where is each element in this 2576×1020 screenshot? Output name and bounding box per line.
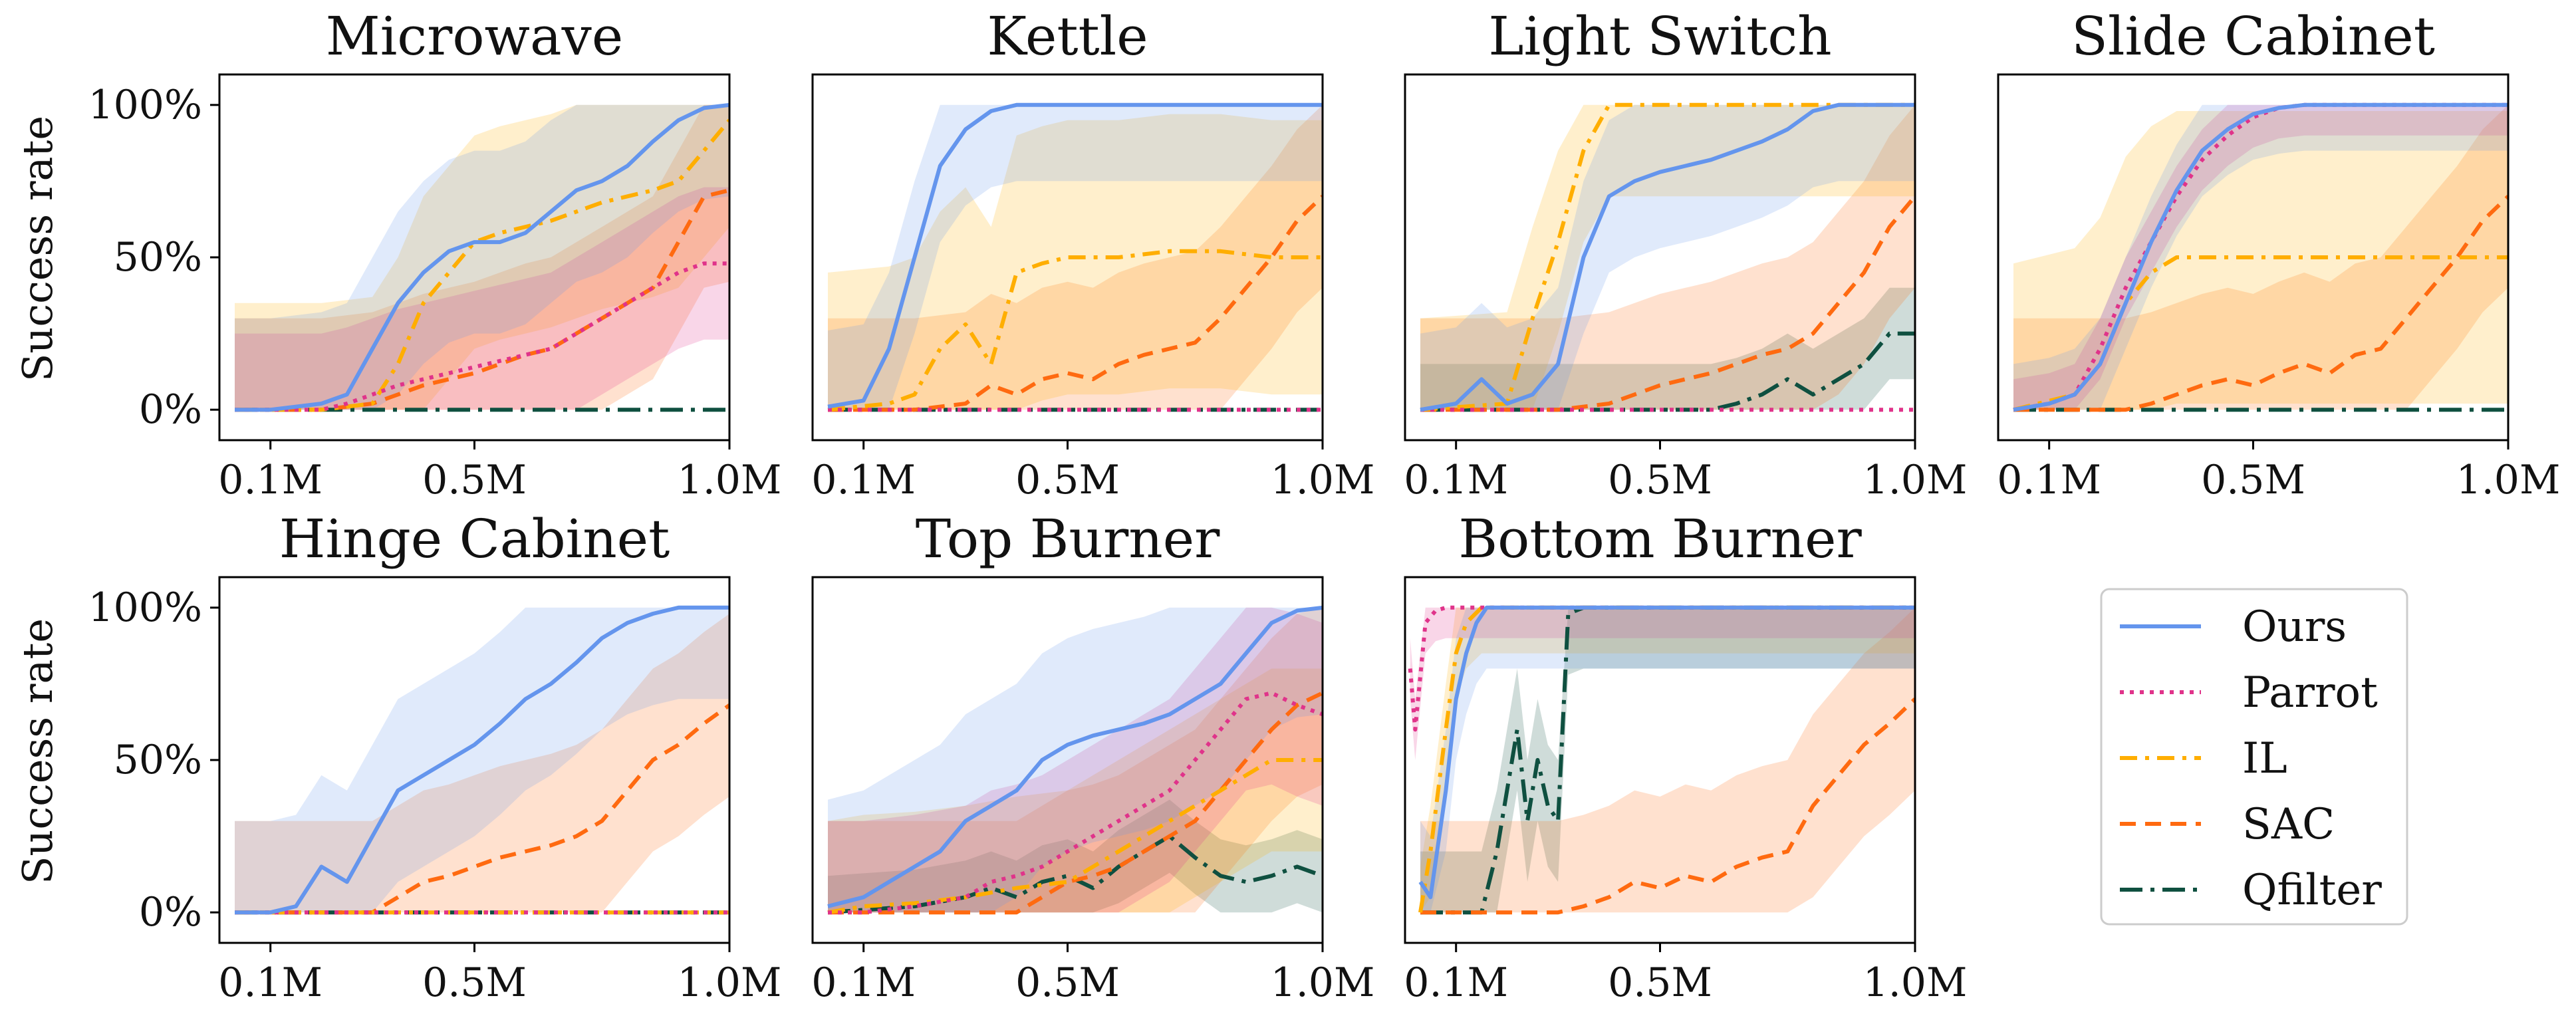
band-il (2013, 111, 2508, 410)
chart-title: Slide Cabinet (2071, 5, 2435, 67)
y-tick-label: 100% (88, 82, 202, 128)
legend-label-qfilter: Qfilter (2242, 866, 2382, 915)
x-tick-label: 0.1M (1997, 457, 2101, 503)
x-tick-label: 1.0M (1271, 959, 1375, 1006)
band-ours (828, 104, 1323, 410)
y-tick-label: 50% (114, 234, 202, 281)
series-line-il (235, 118, 729, 412)
x-tick-label: 0.5M (1608, 959, 1712, 1006)
band-parrot (235, 187, 729, 410)
x-tick-label: 0.1M (218, 457, 322, 503)
series-line-ours (235, 102, 729, 412)
x-tick-label: 0.5M (2201, 457, 2305, 503)
x-tick-label: 0.1M (811, 457, 916, 503)
subplot-top-burner: Top Burner 0.1M 0.5M 1.0M (811, 508, 1374, 1006)
band-il (1420, 104, 1915, 410)
series-line-parrot (235, 261, 729, 412)
legend-label-ours: Ours (2242, 602, 2347, 652)
x-tick-label: 1.0M (2456, 457, 2561, 503)
band-ours (235, 607, 729, 913)
subplot-kettle: Kettle 0.1M 0.5M 1.0M (811, 5, 1374, 503)
y-tick-label: 0% (139, 386, 202, 433)
subplot-slide-cabinet: Slide Cabinet 0.1M 0.5M 1.0M (1997, 5, 2560, 503)
plot-area (2013, 102, 2508, 412)
series-line-ours (827, 102, 1323, 409)
ylabel-row-1: Success rate (13, 116, 62, 382)
legend-box (2100, 588, 2408, 926)
plot-area (235, 605, 729, 915)
series-line-qfilter (1420, 331, 1915, 412)
y-tick-label: 50% (114, 737, 202, 783)
x-tick-label: 0.5M (1015, 959, 1120, 1006)
x-tick-label: 0.1M (218, 959, 322, 1006)
band-parrot (2013, 104, 2508, 410)
band-qfilter (828, 799, 1323, 913)
x-tick-label: 0.1M (811, 959, 916, 1006)
x-tick-label: 1.0M (1271, 457, 1375, 503)
plot-area (1408, 605, 1915, 915)
x-tick-label: 1.0M (678, 457, 782, 503)
legend: Ours Parrot IL SAC Qfilter (2100, 588, 2408, 926)
ylabel-row-2: Success rate (13, 618, 62, 884)
y-tick-label: 100% (88, 584, 202, 631)
y-tick-label: 0% (139, 889, 202, 936)
band-sac (1420, 104, 1915, 410)
chart-title: Kettle (987, 5, 1148, 67)
band-ours (1420, 104, 1915, 410)
series-line-sac (235, 188, 729, 412)
band-parrot (1410, 607, 1915, 760)
band-sac (235, 104, 729, 410)
chart-title: Microwave (326, 5, 623, 67)
series-line-sac (2013, 195, 2508, 412)
x-tick-label: 0.5M (1015, 457, 1120, 503)
chart-title: Hinge Cabinet (279, 508, 670, 570)
subplot-hinge-cabinet: Hinge Cabinet 0.1M 0.5M 1.0M 0% 50% 100% (88, 508, 781, 1006)
x-tick-label: 0.1M (1404, 959, 1508, 1006)
x-tick-label: 1.0M (1863, 457, 1968, 503)
x-tick-label: 0.5M (422, 457, 527, 503)
plot-area (235, 102, 729, 412)
chart-title: Light Switch (1488, 5, 1831, 67)
series-line-sac (1420, 698, 1915, 915)
band-sac (2013, 104, 2508, 410)
subplot-light-switch: Light Switch 0.1M 0.5M 1.0M (1404, 5, 1967, 503)
series-line-ours (1420, 102, 1915, 412)
plot-area (827, 605, 1323, 915)
band-qfilter (1420, 607, 1915, 913)
x-tick-label: 0.5M (1608, 457, 1712, 503)
subplots: Microwave 0.1M 0.5M 1.0M 0% 50% 100% Kettle 0.1M… (88, 5, 2560, 1006)
plot-area (1420, 102, 1915, 412)
series-line-ours (235, 605, 729, 915)
band-ours (2013, 104, 2508, 410)
subplot-bottom-burner: Bottom Burner 0.1M 0.5M 1.0M (1404, 508, 1967, 1006)
x-tick-label: 1.0M (1863, 959, 1968, 1006)
band-sac (235, 614, 729, 913)
series-line-parrot (828, 691, 1323, 915)
legend-label-parrot: Parrot (2242, 668, 2378, 717)
series-line-parrot (1408, 605, 1915, 732)
legend-label-il: IL (2242, 734, 2287, 783)
series-line-sac (828, 195, 1323, 412)
legend-label-sac: SAC (2242, 800, 2335, 849)
subplot-microwave: Microwave 0.1M 0.5M 1.0M 0% 50% 100% (88, 5, 781, 503)
x-tick-label: 0.1M (1404, 457, 1508, 503)
band-sac (828, 104, 1323, 410)
band-il (828, 668, 1323, 913)
x-tick-label: 0.5M (422, 959, 527, 1006)
series-line-ours (827, 605, 1323, 908)
band-sac (1420, 607, 1915, 913)
chart-title: Top Burner (916, 508, 1220, 570)
series-line-ours (2013, 102, 2508, 412)
series-line-qfilter (827, 834, 1323, 915)
plot-area (827, 102, 1323, 412)
series-line-sac (235, 703, 729, 915)
x-tick-label: 1.0M (678, 959, 782, 1006)
series-line-ours (1418, 605, 1915, 900)
chart-title: Bottom Burner (1458, 508, 1862, 570)
